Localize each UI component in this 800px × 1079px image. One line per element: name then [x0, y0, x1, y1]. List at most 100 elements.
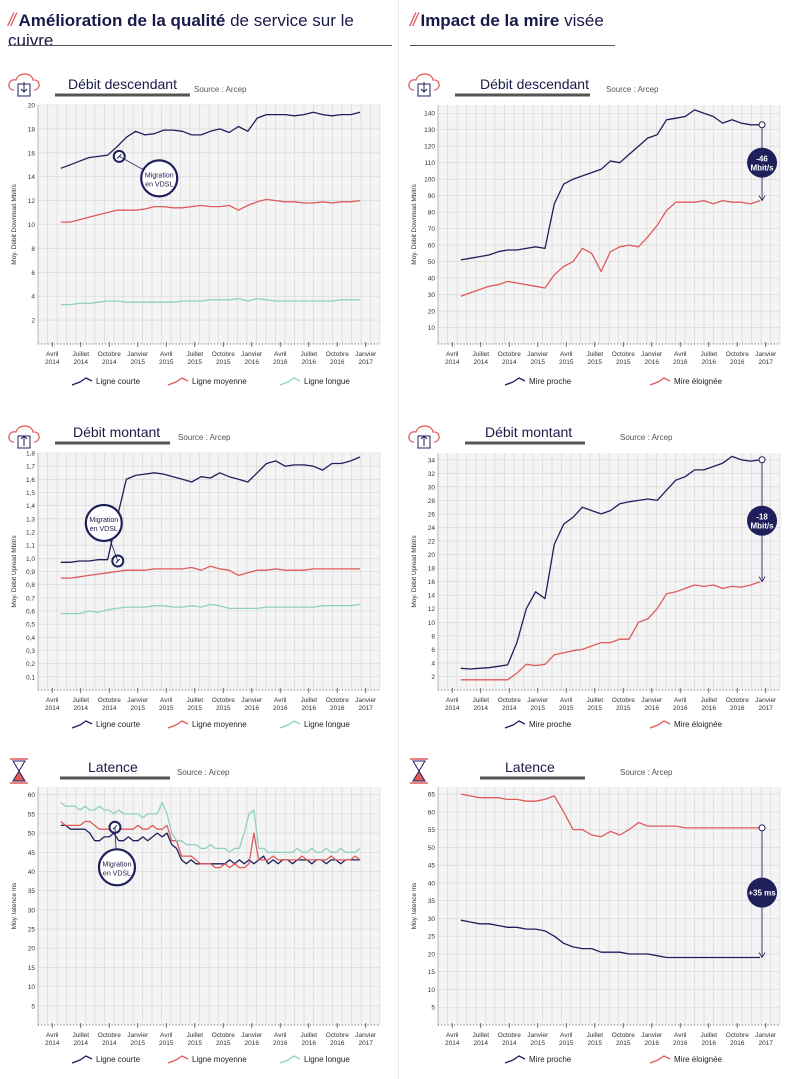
legend-item: Mire proche	[504, 720, 572, 729]
x-tick-label: 2014	[445, 705, 460, 712]
gap-badge-value: +35 ms	[748, 889, 776, 898]
y-axis-label: Moy. Débit Upload Mbit/s	[411, 535, 418, 608]
y-tick-label: 12	[28, 198, 36, 205]
x-tick-label: 2016	[702, 359, 717, 366]
legend-item: Ligne longue	[279, 1055, 350, 1064]
y-tick-label: 14	[28, 174, 36, 181]
x-tick-label: 2014	[502, 705, 517, 712]
x-tick-label: Octobre	[726, 697, 750, 704]
x-tick-label: Janvier	[527, 1032, 549, 1039]
y-tick-label: 1,6	[26, 477, 35, 484]
x-tick-label: Avril	[674, 351, 687, 358]
legend-swatch	[649, 377, 671, 386]
series-line-1	[460, 581, 761, 681]
y-tick-label: 1,7	[26, 464, 35, 471]
legend-swatch	[167, 720, 189, 729]
y-tick-label: 1,3	[26, 516, 35, 523]
migration-label: Migration	[103, 861, 132, 868]
x-tick-label: Janvier	[127, 697, 149, 704]
x-tick-label: Juillet	[700, 351, 717, 358]
x-tick-label: 2016	[273, 359, 288, 366]
series-line-1	[460, 793, 761, 838]
y-tick-label: 16	[28, 150, 36, 157]
x-tick-label: 2016	[730, 1040, 745, 1047]
x-tick-label: Avril	[160, 697, 173, 704]
x-tick-label: 2015	[216, 359, 231, 366]
x-tick-label: Janvier	[127, 1032, 149, 1039]
x-tick-label: Janvier	[527, 697, 549, 704]
x-tick-label: 2016	[645, 1040, 660, 1047]
legend-swatch	[279, 1055, 301, 1064]
y-tick-label: 25	[428, 934, 436, 941]
gap-badge-value: -18	[756, 513, 768, 522]
x-tick-label: Octobre	[498, 697, 522, 704]
y-tick-label: 15	[428, 969, 436, 976]
x-tick-label: Avril	[560, 351, 573, 358]
y-tick-label: 25	[28, 927, 36, 934]
y-tick-label: 110	[425, 160, 436, 167]
x-tick-label: 2017	[359, 1040, 374, 1047]
gap-top-marker	[758, 121, 766, 129]
series-line-0	[60, 111, 361, 169]
x-tick-label: Janvier	[355, 697, 377, 704]
x-tick-label: Octobre	[498, 351, 522, 358]
y-tick-label: 0,7	[26, 595, 35, 602]
y-tick-label: 6	[31, 270, 35, 277]
legend-item: Ligne moyenne	[167, 1055, 247, 1064]
y-tick-label: 5	[31, 1003, 35, 1010]
x-tick-label: Juillet	[586, 697, 603, 704]
y-axis-label: Moy. Débit Download Mbit/s	[11, 184, 18, 265]
x-tick-label: Avril	[160, 351, 173, 358]
y-tick-label: 18	[428, 566, 436, 573]
x-tick-label: 2016	[245, 705, 260, 712]
legend-swatch	[649, 1055, 671, 1064]
x-tick-label: Avril	[446, 1032, 459, 1039]
series-line-1	[60, 198, 361, 223]
chart-panel-right-latency: Latence Source : Arcep 5 10 15 20 25 30 35 40 45 50…	[410, 758, 781, 1064]
y-tick-label: 22	[428, 539, 436, 546]
gap-badge	[747, 147, 778, 178]
x-tick-label: 2016	[302, 705, 317, 712]
y-tick-label: 2	[431, 674, 435, 681]
upload-cloud-icon	[8, 425, 40, 449]
chart-source: Source : Arcep	[606, 85, 659, 94]
y-tick-label: 4	[31, 294, 35, 301]
x-tick-label: 2015	[159, 705, 174, 712]
header-rule-right	[410, 45, 615, 46]
legend-label: Ligne longue	[304, 1055, 350, 1064]
migration-label: Migration	[89, 517, 118, 524]
header-bold-right: Impact de la mire	[420, 11, 560, 30]
x-tick-label: 2016	[245, 1040, 260, 1047]
y-tick-label: 60	[28, 792, 36, 799]
x-tick-label: Janvier	[755, 351, 777, 358]
x-tick-label: Juillet	[472, 1032, 489, 1039]
x-tick-label: Octobre	[212, 351, 236, 358]
x-tick-label: Octobre	[498, 1032, 522, 1039]
x-tick-label: Janvier	[241, 351, 263, 358]
grid	[37, 787, 381, 1025]
x-tick-label: 2014	[474, 359, 489, 366]
legend-swatch	[71, 377, 93, 386]
y-tick-label: 0,4	[26, 635, 35, 642]
y-tick-label: 20	[428, 309, 436, 316]
x-tick-label: Octobre	[326, 697, 350, 704]
x-tick-label: 2016	[330, 359, 345, 366]
y-tick-label: 40	[28, 869, 36, 876]
legend-label: Mire éloignée	[674, 720, 723, 729]
header-bold-left: Amélioration de la qualité	[18, 11, 226, 30]
hourglass-icon	[410, 758, 428, 784]
x-tick-label: 2015	[588, 359, 603, 366]
x-tick-label: 2015	[188, 1040, 203, 1047]
legend-swatch	[167, 1055, 189, 1064]
y-tick-label: 1,4	[26, 503, 35, 510]
migration-label: en VDSL	[103, 870, 131, 877]
x-tick-label: Janvier	[355, 351, 377, 358]
x-tick-label: 2015	[188, 359, 203, 366]
legend-label: Ligne courte	[96, 377, 141, 386]
y-tick-label: 4	[431, 660, 435, 667]
chart-title: Débit montant	[485, 424, 572, 440]
y-tick-label: 0,8	[26, 582, 35, 589]
y-tick-label: 35	[428, 898, 436, 905]
legend-item: Ligne longue	[279, 720, 350, 729]
legend-label: Ligne courte	[96, 1055, 141, 1064]
